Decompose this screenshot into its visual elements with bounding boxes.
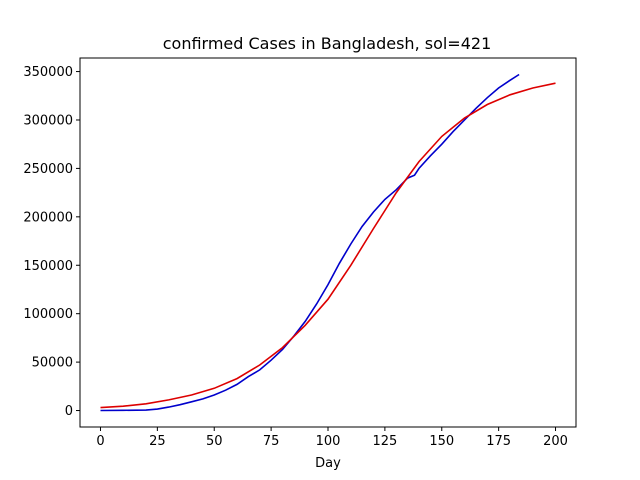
- x-tick-label: 175: [486, 434, 511, 449]
- x-tick-label: 50: [206, 434, 223, 449]
- x-tick-label: 150: [429, 434, 454, 449]
- y-tick-label: 0: [65, 404, 73, 419]
- plot-area: [100, 73, 556, 412]
- x-tick-label: 75: [263, 434, 280, 449]
- y-tick-label: 100000: [23, 307, 73, 322]
- y-tick-label: 50000: [32, 356, 73, 371]
- x-tick-label: 100: [316, 434, 341, 449]
- y-tick-label: 250000: [23, 162, 73, 177]
- x-axis: 0 25 50 75 100 125 150 175 200: [96, 427, 568, 449]
- series-line-0: [100, 73, 520, 412]
- y-tick-label: 300000: [23, 113, 73, 128]
- y-axis: 0 50000 100000 150000 200000 250000 300000 3500…: [23, 65, 80, 419]
- chart-title: confirmed Cases in Bangladesh, sol=421: [163, 34, 492, 53]
- x-tick-label: 200: [543, 434, 568, 449]
- y-tick-label: 350000: [23, 65, 73, 80]
- x-tick-label: 0: [96, 434, 104, 449]
- y-tick-label: 200000: [23, 210, 73, 225]
- x-tick-label: 125: [372, 434, 397, 449]
- axes-frame: [79, 57, 577, 428]
- y-tick-label: 150000: [23, 259, 73, 274]
- series-line-1: [100, 82, 556, 409]
- x-tick-label: 25: [149, 434, 166, 449]
- x-axis-label: Day: [315, 456, 341, 471]
